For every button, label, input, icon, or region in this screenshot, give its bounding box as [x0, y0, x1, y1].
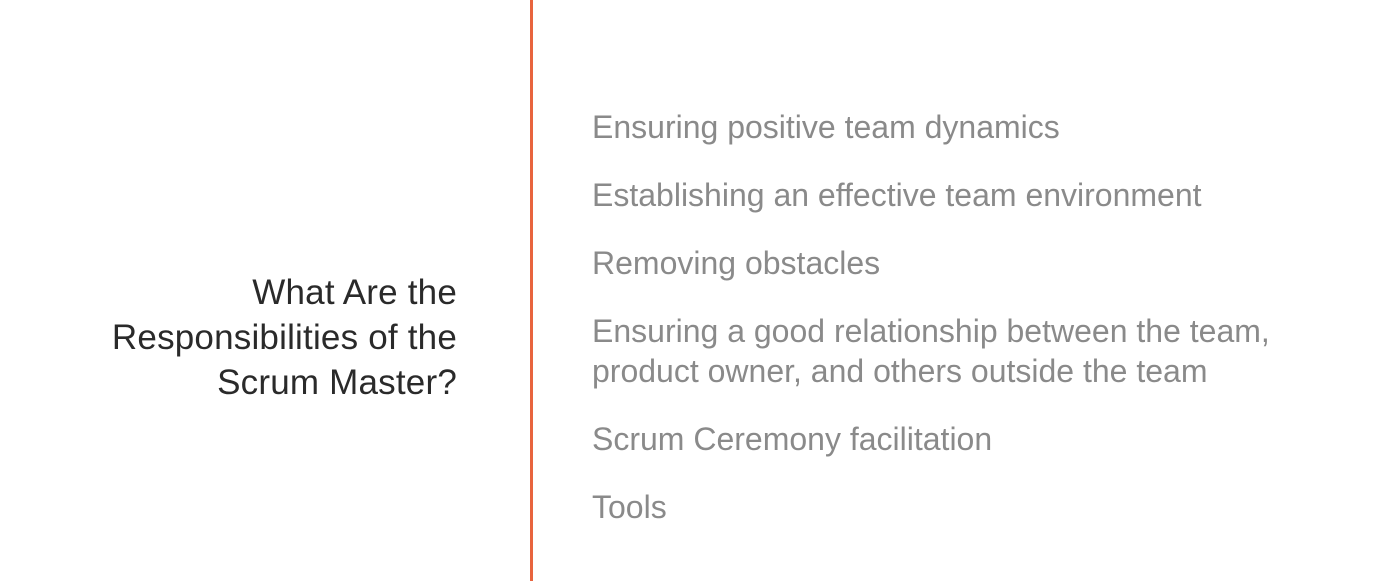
list-item: Tools: [592, 489, 667, 525]
responsibilities-list: Ensuring positive team dynamics Establis…: [592, 107, 1352, 527]
vertical-divider: [530, 0, 533, 581]
list-item: Ensuring positive team dynamics: [592, 109, 1060, 145]
title-line-3: Scrum Master?: [217, 363, 457, 402]
list-item: Ensuring a good relationship between the…: [592, 313, 1270, 389]
list-item: Removing obstacles: [592, 245, 881, 281]
slide-title: What Are the Responsibilities of the Scr…: [0, 270, 457, 405]
title-line-1: What Are the: [252, 273, 457, 312]
title-line-2: Responsibilities of the: [111, 318, 457, 357]
list-item: Scrum Ceremony facilitation: [592, 421, 993, 457]
list-item: Establishing an effective team environme…: [592, 177, 1202, 213]
